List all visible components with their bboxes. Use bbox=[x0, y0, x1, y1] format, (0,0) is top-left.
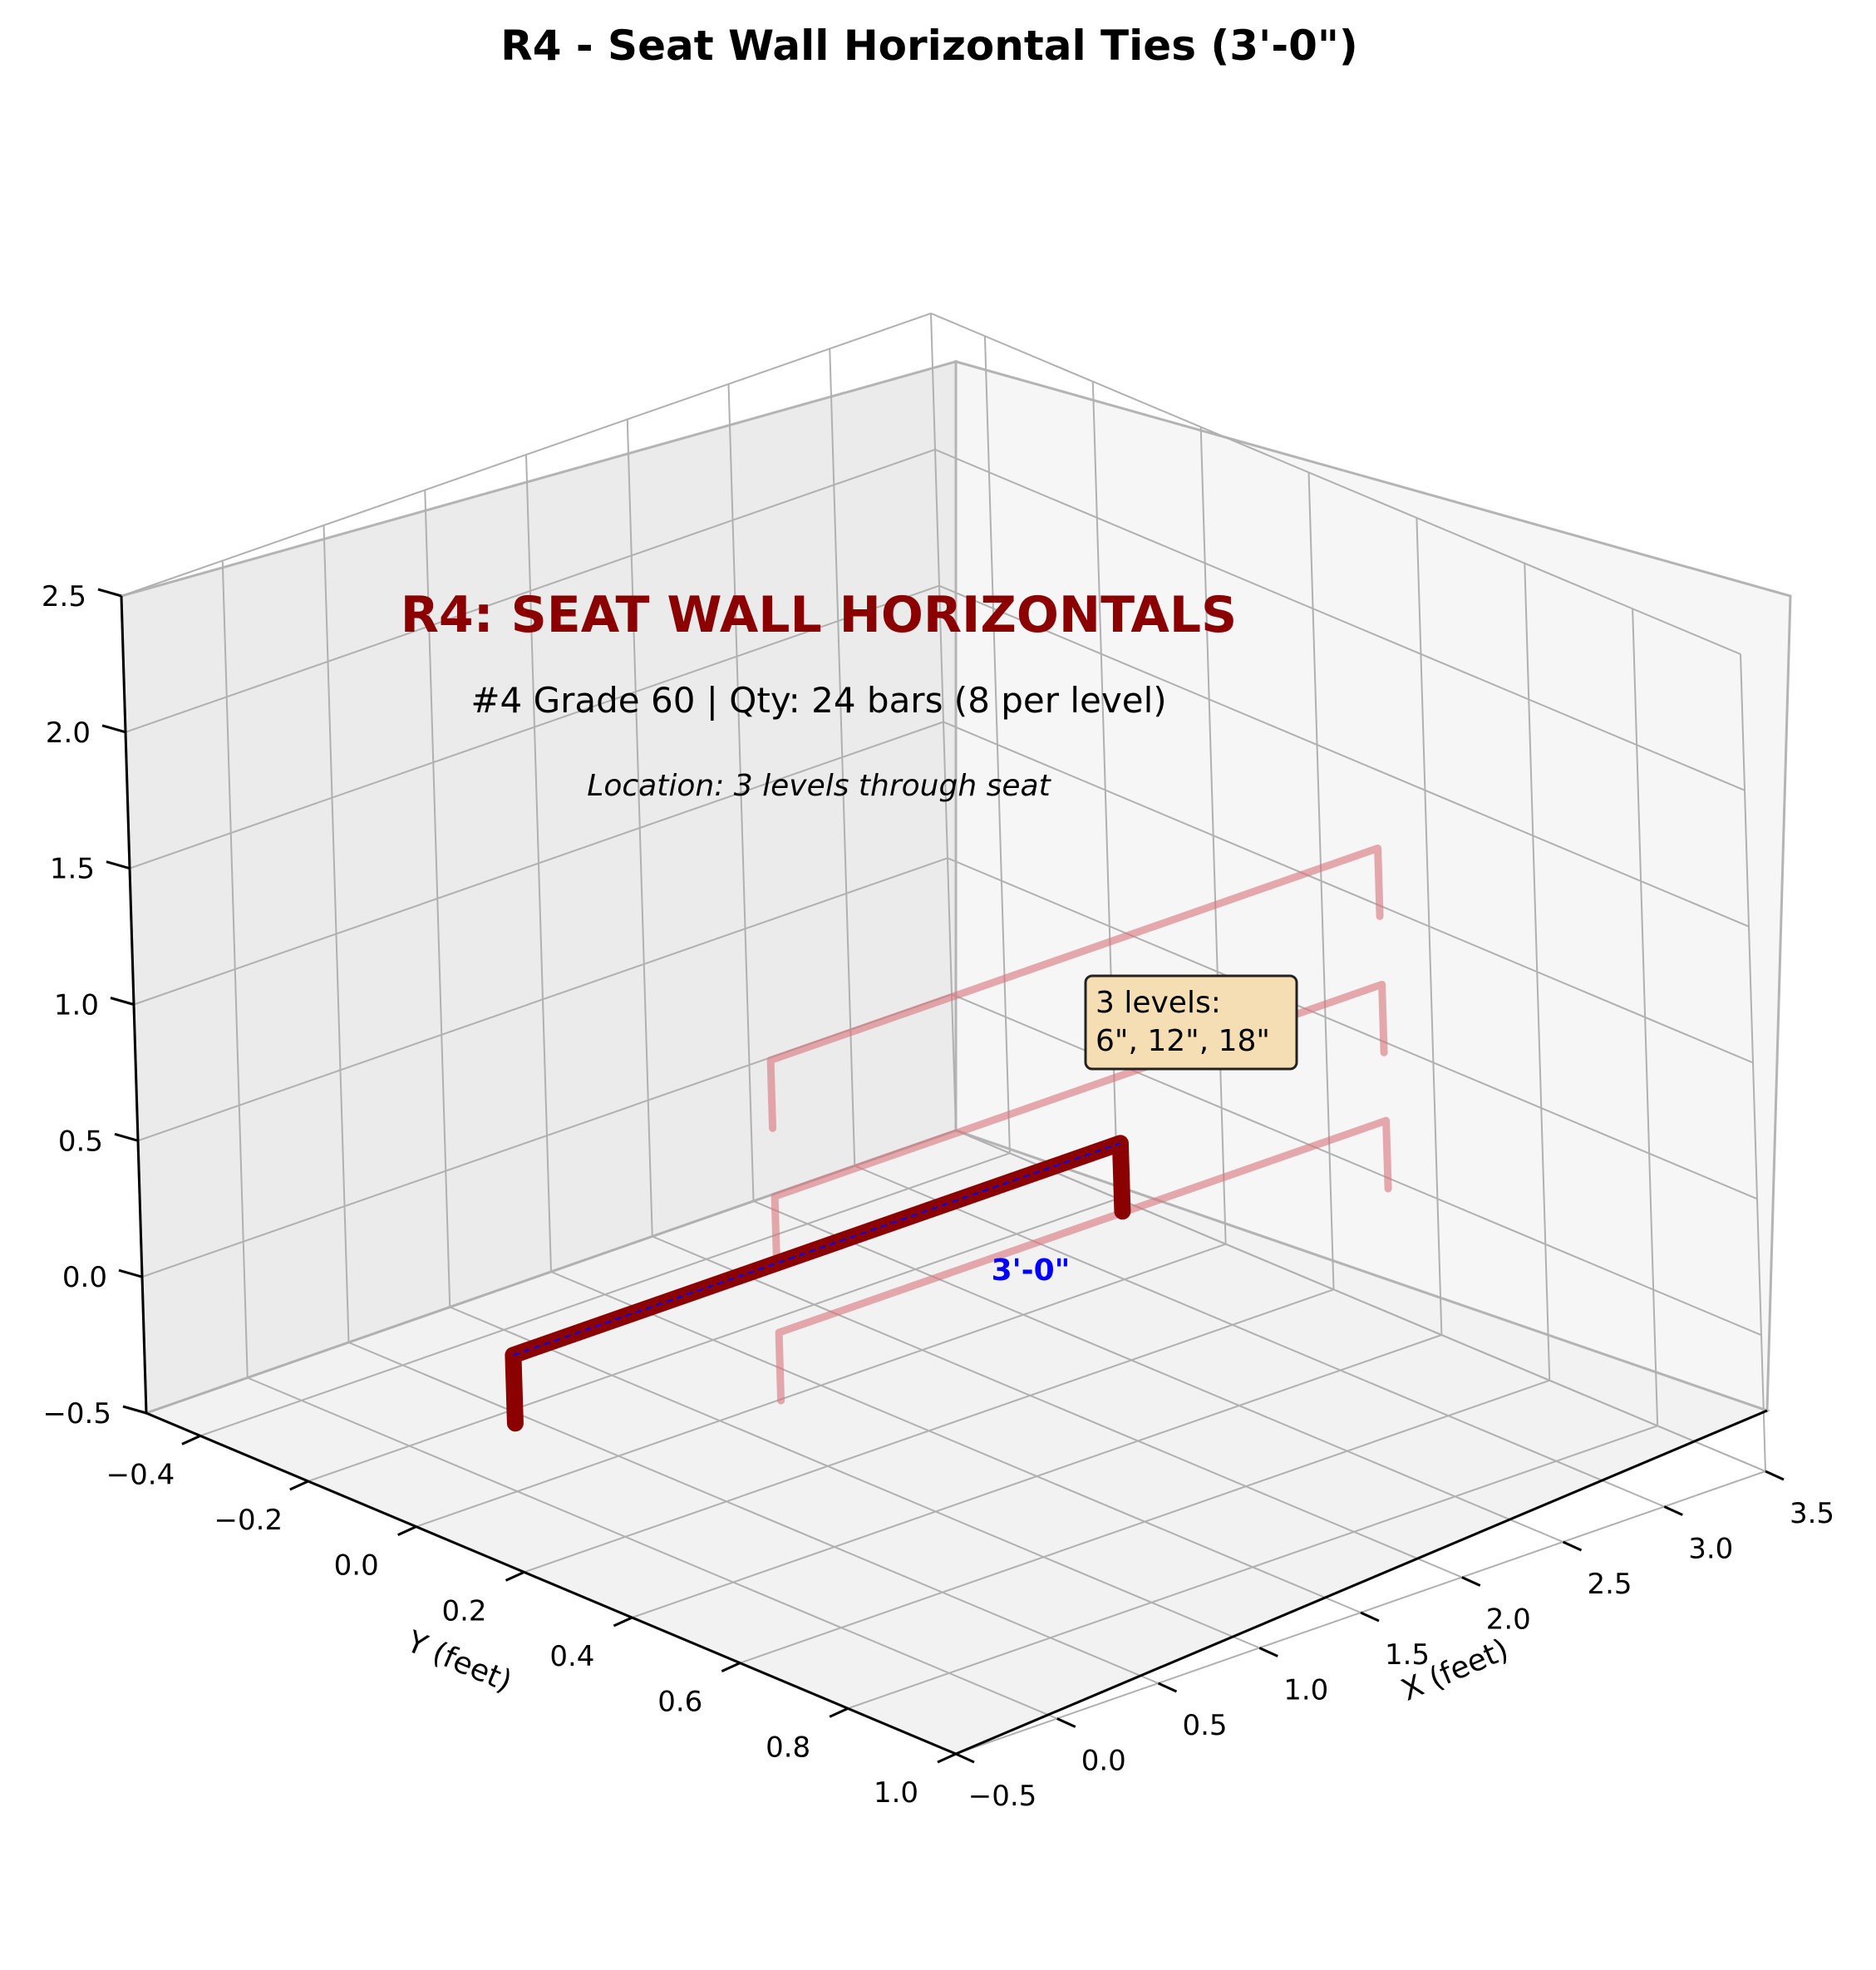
z-tick bbox=[106, 860, 130, 870]
grid-line-z-wall-left bbox=[137, 857, 948, 1142]
y-tick-label: 0.4 bbox=[549, 1640, 594, 1673]
z-tick bbox=[101, 724, 126, 734]
levels-note: 3 levels: 6", 12", 18" bbox=[1084, 974, 1298, 1071]
x-tick bbox=[1056, 1717, 1076, 1728]
y-tick-label: 0.8 bbox=[766, 1731, 810, 1764]
grid-line-z-wall-right bbox=[938, 584, 1750, 928]
y-tick bbox=[397, 1525, 417, 1537]
x-tick bbox=[1157, 1682, 1178, 1693]
spec-text: #4 Grade 60 | Qty: 24 bars (8 per level) bbox=[470, 680, 1166, 721]
x-tick-label: 3.0 bbox=[1688, 1533, 1733, 1566]
y-tick-label: 0.2 bbox=[441, 1594, 486, 1628]
x-tick-label: 3.5 bbox=[1790, 1497, 1834, 1530]
x-tick-label: 0.5 bbox=[1182, 1709, 1227, 1742]
z-tick bbox=[110, 997, 135, 1006]
y-axis-label: Y (feet) bbox=[401, 1624, 517, 1699]
y-tick bbox=[505, 1570, 525, 1582]
x-tick bbox=[955, 1752, 975, 1764]
x-tick bbox=[1765, 1470, 1785, 1481]
grid-line-y-floor bbox=[739, 1379, 1550, 1664]
z-tick-label: −0.5 bbox=[42, 1397, 111, 1431]
rebar-marks bbox=[505, 845, 1392, 1432]
y-tick bbox=[937, 1752, 957, 1764]
grid-line-z-wall-left bbox=[133, 721, 944, 1006]
y-tick-label: −0.4 bbox=[106, 1458, 175, 1491]
x-tick bbox=[1360, 1611, 1380, 1623]
grid-line-y-floor bbox=[632, 1334, 1442, 1618]
y-tick-label: 0.0 bbox=[334, 1549, 379, 1583]
grid-line-z-wall-right bbox=[930, 313, 1741, 655]
z-tick-label: 0.0 bbox=[62, 1261, 107, 1294]
level-bar bbox=[771, 980, 1388, 1268]
z-tick-label: 1.5 bbox=[50, 853, 95, 886]
x-tick-label: 2.0 bbox=[1486, 1603, 1531, 1637]
x-tick-label: 1.5 bbox=[1385, 1638, 1430, 1672]
z-tick-label: 2.5 bbox=[42, 580, 86, 613]
grid-line-z-wall-right bbox=[943, 721, 1754, 1064]
grid-line-x-floor bbox=[449, 1306, 1260, 1649]
x-tick bbox=[1461, 1576, 1481, 1587]
x-tick bbox=[1562, 1540, 1583, 1552]
y-tick-label: −0.2 bbox=[214, 1504, 283, 1537]
grid-line-x-floor bbox=[550, 1271, 1361, 1613]
x-tick-label: −0.5 bbox=[968, 1780, 1037, 1813]
level-bar bbox=[775, 1116, 1392, 1405]
y-tick-label: 0.6 bbox=[657, 1686, 702, 1719]
y-tick bbox=[721, 1662, 741, 1673]
z-tick bbox=[122, 1405, 147, 1415]
z-tick bbox=[114, 1132, 139, 1142]
dimension-label: 3'-0" bbox=[992, 1253, 1071, 1288]
y-tick bbox=[181, 1434, 201, 1445]
x-tick bbox=[1258, 1647, 1278, 1657]
chart-title: R4 - Seat Wall Horizontal Ties (3'-0") bbox=[500, 22, 1358, 70]
grid-line-y-floor bbox=[847, 1425, 1658, 1710]
location-text: Location: 3 levels through seat bbox=[587, 769, 1051, 803]
grid-line-z-wall-left bbox=[121, 313, 932, 597]
grid-line-y-floor bbox=[199, 1152, 1011, 1437]
y-tick bbox=[613, 1616, 633, 1628]
grid-line-z-wall-right bbox=[934, 448, 1746, 791]
grid-line-x-floor bbox=[854, 1165, 1665, 1508]
z-tick bbox=[97, 588, 122, 598]
z-tick bbox=[118, 1268, 143, 1278]
grid-line-z-wall-left bbox=[125, 448, 936, 733]
level-bar bbox=[766, 845, 1384, 1132]
z-tick-label: 0.5 bbox=[58, 1125, 103, 1158]
x-tick-label: 2.5 bbox=[1587, 1568, 1632, 1601]
grid-line-y-floor bbox=[416, 1243, 1226, 1528]
grid-line-z-wall-right bbox=[947, 857, 1758, 1200]
grid-line-x-floor bbox=[247, 1377, 1058, 1720]
x-tick-label: 0.0 bbox=[1081, 1745, 1126, 1778]
grid-line-y-floor bbox=[308, 1198, 1119, 1482]
y-tick bbox=[829, 1707, 849, 1718]
z-tick-label: 1.0 bbox=[54, 989, 99, 1022]
tick-marks: −0.5 0.0 0.5 1.0 1.5 2.0 2.5 3.0 3.5 −0.4 −0.2 0.0 0… bbox=[42, 580, 1834, 1813]
grid-line-z-wall-left bbox=[129, 584, 940, 869]
grid-line-x-floor bbox=[753, 1200, 1563, 1543]
levels-note-line1: 3 levels: bbox=[1096, 986, 1221, 1020]
grid-lines bbox=[121, 313, 1766, 1755]
levels-note-box bbox=[1084, 974, 1298, 1071]
grid-line-x-floor bbox=[652, 1235, 1463, 1578]
grid-line-z-wall-right bbox=[955, 1130, 1766, 1472]
main-bar-centerline bbox=[513, 1142, 1121, 1357]
x-tick bbox=[1663, 1505, 1683, 1516]
main-bar bbox=[505, 1135, 1131, 1432]
levels-note-line2: 6", 12", 18" bbox=[1096, 1024, 1270, 1058]
grid-line-y-floor bbox=[524, 1288, 1334, 1574]
x-tick-label: 1.0 bbox=[1283, 1674, 1328, 1707]
section-heading: R4: SEAT WALL HORIZONTALS bbox=[401, 586, 1238, 644]
grid-line-x-floor bbox=[348, 1342, 1159, 1684]
z-tick-label: 2.0 bbox=[46, 717, 91, 750]
y-tick bbox=[289, 1480, 309, 1491]
y-tick-label: 1.0 bbox=[874, 1776, 918, 1810]
